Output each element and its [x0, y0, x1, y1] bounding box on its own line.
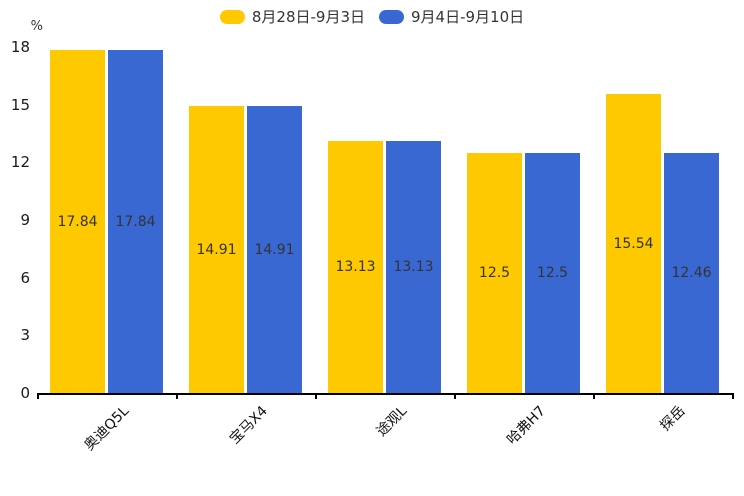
x-category-label: 宝马X4	[226, 403, 271, 448]
legend-item-week1[interactable]: 8月28日-9月3日	[219, 6, 365, 28]
x-axis-tick	[732, 393, 734, 399]
bar-week1-3: 13.13	[328, 140, 383, 393]
bar-value-label: 17.84	[115, 213, 156, 230]
bar-value-label: 12.46	[671, 265, 712, 282]
bar-week1-2: 14.91	[189, 106, 244, 393]
legend-label-week1: 8月28日-9月3日	[251, 8, 365, 26]
bar-value-label: 15.54	[613, 235, 654, 252]
y-tick-label: 0	[20, 384, 30, 402]
legend: 8月28日-9月3日 9月4日-9月10日	[0, 6, 744, 28]
x-category-label: 哈弗H7	[504, 403, 549, 448]
x-axis-tick	[454, 393, 456, 399]
bar-value-label: 13.13	[393, 258, 434, 275]
x-category-label: 奥迪Q5L	[81, 403, 132, 454]
bar-week2-4: 12.5	[525, 152, 580, 393]
y-tick-label: 12	[10, 153, 30, 172]
bar-value-label: 17.84	[57, 213, 98, 230]
bar-week2-2: 14.91	[247, 106, 302, 393]
y-axis-unit-label: %	[30, 19, 43, 34]
x-axis-tick	[593, 393, 595, 399]
bar-week2-1: 17.84	[108, 50, 163, 393]
legend-item-week2[interactable]: 9月4日-9月10日	[379, 6, 524, 28]
bar-week1-5: 15.54	[606, 94, 661, 393]
y-tick-label: 3	[20, 326, 30, 345]
x-axis-line	[37, 393, 732, 395]
bar-value-label: 14.91	[196, 241, 237, 258]
y-tick-label: 18	[10, 38, 30, 56]
bar-week2-3: 13.13	[386, 140, 441, 393]
x-axis-tick	[315, 393, 317, 399]
y-tick-label: 6	[20, 268, 30, 287]
legend-label-week2: 9月4日-9月10日	[411, 8, 525, 26]
x-axis-tick	[176, 393, 178, 399]
bar-value-label: 13.13	[335, 258, 376, 275]
bar-week1-4: 12.5	[467, 152, 522, 393]
x-category-label: 探岳	[656, 403, 688, 435]
bar-value-label: 12.5	[478, 264, 511, 281]
y-tick-label: 9	[20, 211, 30, 229]
legend-swatch-week1-icon	[219, 10, 245, 24]
bar-week2-5: 12.46	[664, 153, 719, 393]
x-axis-tick	[37, 393, 39, 399]
bar-week1-1: 17.84	[50, 50, 105, 393]
x-category-label: 途观L	[373, 403, 410, 440]
legend-swatch-week2-icon	[379, 10, 404, 24]
bar-value-label: 12.5	[536, 264, 569, 281]
bar-value-label: 14.91	[254, 241, 295, 258]
y-tick-label: 15	[10, 95, 30, 114]
